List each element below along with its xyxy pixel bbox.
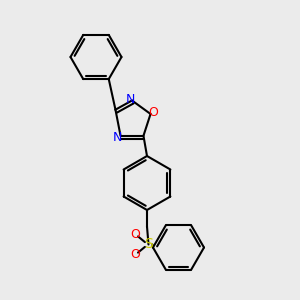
Text: N: N — [125, 93, 135, 106]
Text: N: N — [113, 131, 122, 144]
Text: O: O — [130, 227, 140, 241]
Text: O: O — [130, 248, 140, 262]
Text: O: O — [148, 106, 158, 119]
Text: S: S — [144, 238, 153, 251]
